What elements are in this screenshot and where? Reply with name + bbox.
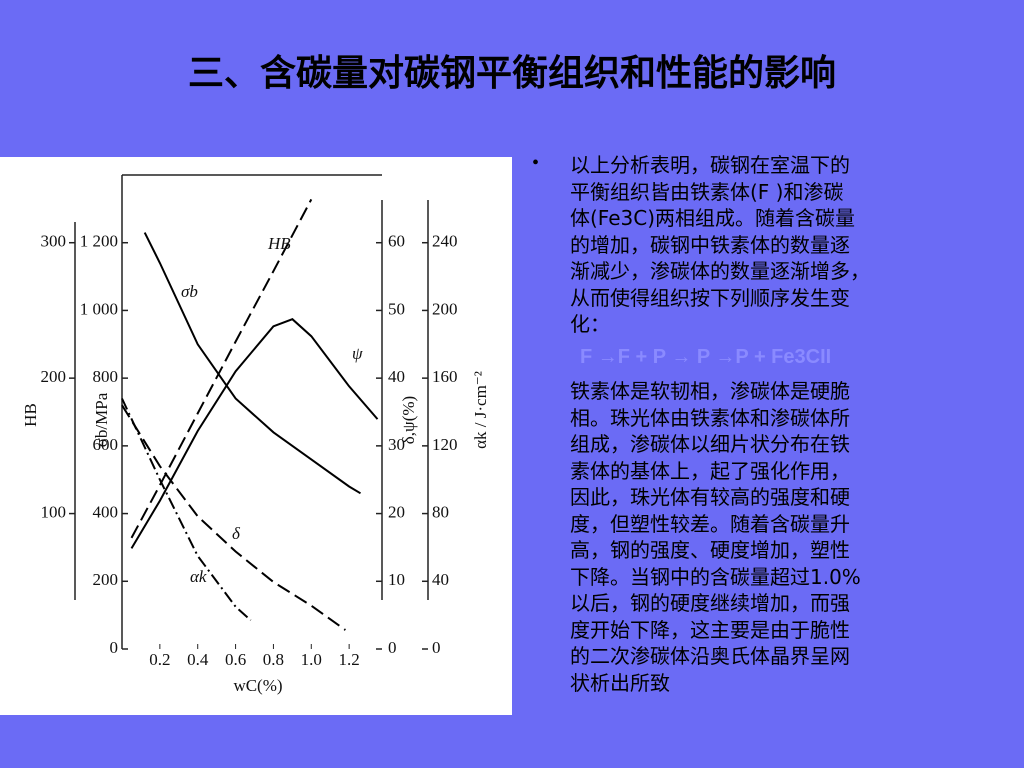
curve-label: ψ: [352, 344, 363, 363]
curve-label: HB: [267, 234, 291, 253]
y-tick-label: 100: [41, 502, 67, 521]
formula: F →F + P → P →P + Fe3CII: [580, 345, 832, 368]
y-tick-label: 1 000: [80, 299, 118, 318]
text-line: 以上分析表明，碳钢在室温下的: [570, 153, 850, 177]
text-line: 度，但塑性较差。随着含碳量升: [570, 511, 850, 536]
y-tick-label: 0: [388, 638, 397, 657]
axis-title: αk / J·cm⁻²: [471, 371, 490, 449]
y-tick-label: 200: [432, 299, 458, 318]
text-line: 素体的基体上，起了强化作用，: [570, 458, 850, 483]
y-tick-label: 200: [93, 570, 119, 589]
x-tick-label: 0.2: [149, 650, 170, 669]
text-line: 平衡组织皆由铁素体(F )和渗碳: [570, 179, 844, 204]
y-tick-label: 240: [432, 232, 458, 251]
curve: [130, 198, 313, 539]
text-line: 组成，渗碳体以细片状分布在铁: [570, 432, 850, 456]
x-axis-title: wC(%): [233, 676, 282, 695]
figure: [0, 157, 512, 715]
x-tick-label: 1.2: [339, 650, 360, 669]
text-line: 渐减少，渗碳体的数量逐渐增多，: [570, 259, 870, 283]
y-tick-label: 800: [93, 367, 119, 386]
y-tick-label: 20: [388, 502, 405, 521]
y-tick-label: 0: [432, 638, 441, 657]
text-line: 状析出所致: [570, 670, 670, 695]
x-tick-label: 0.8: [263, 650, 284, 669]
curve-label: δ: [232, 524, 241, 543]
text-line: 相。珠光体由铁素体和渗碳体所: [570, 405, 850, 430]
y-tick-label: 10: [388, 570, 405, 589]
y-tick-label: 30: [388, 435, 405, 454]
slide-title: 三、含碳量对碳钢平衡组织和性能的影响: [187, 53, 836, 93]
text-line: 下降。当钢中的含碳量超过1.0%: [570, 564, 861, 589]
text-line: 因此，珠光体有较高的强度和硬: [570, 485, 850, 509]
text-line: 体(Fe3C)两相组成。随着含碳量: [570, 206, 856, 230]
x-tick-label: 0.6: [225, 650, 246, 669]
y-tick-label: 80: [432, 502, 449, 521]
y-tick-label: 60: [388, 232, 405, 251]
text-line: 度开始下降，这主要是由于脆性: [570, 617, 850, 642]
y-tick-label: 0: [110, 638, 119, 657]
text-line: 从而使得组织按下列顺序发生变: [570, 285, 850, 310]
text-line: 的增加，碳钢中铁素体的数量逐: [570, 232, 850, 257]
y-tick-label: 400: [93, 502, 119, 521]
y-tick-label: 200: [41, 367, 67, 386]
curve-label: αk: [190, 567, 207, 586]
text-line: 以后，钢的硬度继续增加，而强: [570, 591, 850, 615]
curve: [121, 404, 346, 631]
y-tick-label: 1 200: [80, 232, 118, 251]
body-text: 以上分析表明，碳钢在室温下的 平衡组织皆由铁素体(F )和渗碳 体(Fe3C)两相组…: [570, 152, 1010, 696]
y-tick-label: 300: [41, 232, 67, 251]
curve: [130, 318, 379, 549]
y-tick-label: 40: [432, 570, 449, 589]
y-tick-label: 600: [93, 435, 119, 454]
y-tick-label: 40: [388, 367, 405, 386]
curve: [121, 398, 252, 621]
y-tick-label: 160: [432, 367, 458, 386]
y-tick-label: 120: [432, 435, 458, 454]
text-line: 的二次渗碳体沿奥氏体晶界呈网: [570, 644, 850, 668]
curve: [143, 232, 362, 495]
x-tick-label: 0.4: [187, 650, 209, 669]
axis-title: δ,ψ(%): [399, 396, 418, 444]
bullet: •: [532, 152, 540, 174]
paragraph: 铁素体是软韧相，渗碳体是硬脆 相。珠光体由铁素体和渗碳体所 组成，渗碳体以细片状分布…: [570, 378, 1010, 696]
paragraph: 以上分析表明，碳钢在室温下的 平衡组织皆由铁素体(F )和渗碳 体(Fe3C)两相组…: [570, 152, 1010, 338]
y-tick-label: 50: [388, 299, 405, 318]
curve-label: σb: [181, 282, 198, 301]
text-line: 铁素体是软韧相，渗碳体是硬脆: [570, 379, 850, 403]
text-line: 高，钢的强度、硬度增加，塑性: [570, 538, 850, 562]
axis-title: σb/MPa: [92, 392, 111, 447]
x-tick-label: 1.0: [301, 650, 322, 669]
text-line: 化：: [570, 312, 610, 336]
axis-title: HB: [21, 403, 40, 427]
